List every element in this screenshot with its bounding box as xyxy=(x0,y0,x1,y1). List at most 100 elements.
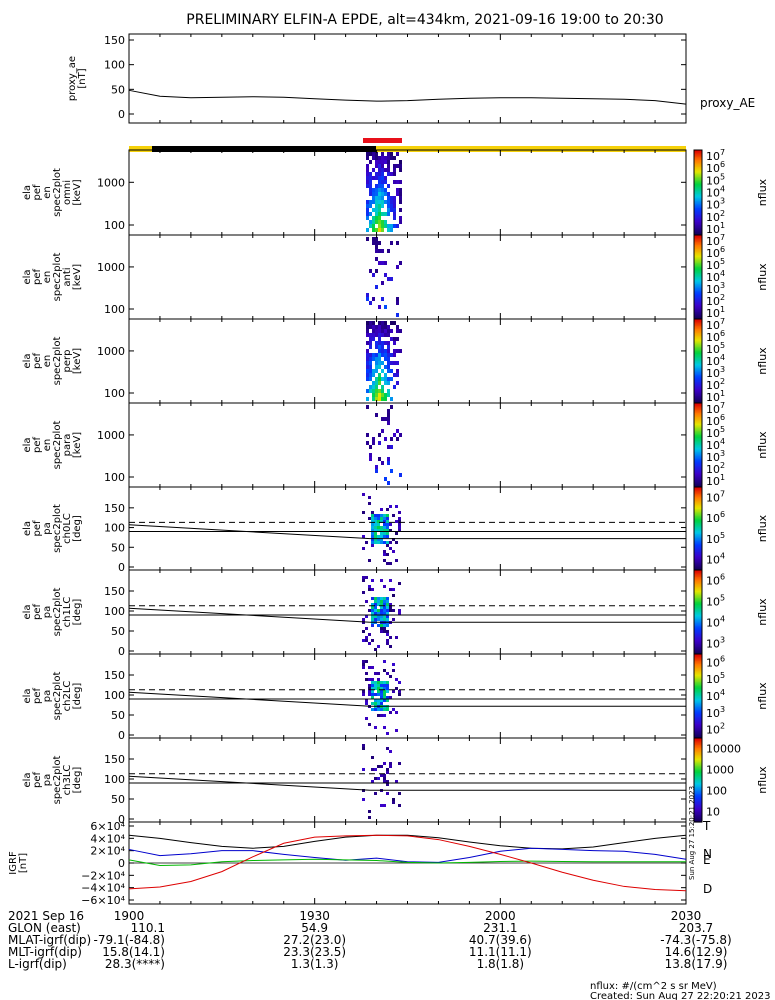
spectrogram-cell xyxy=(387,204,390,208)
spectrogram-cell xyxy=(395,687,398,690)
spectrogram-cell xyxy=(374,768,377,771)
spectrogram-cell xyxy=(384,325,387,329)
colorbar-cell xyxy=(694,696,702,698)
colorbar-cell xyxy=(694,167,702,170)
colorbar-cell xyxy=(694,819,702,822)
colorbar-cell xyxy=(694,324,702,327)
y-axis-label-line: [nT] xyxy=(77,68,88,88)
spectrogram-cell xyxy=(387,421,390,425)
spectrogram-cell xyxy=(384,417,387,421)
colorbar-cell xyxy=(694,305,702,307)
colorbar-cell xyxy=(694,489,702,492)
spectrogram-cell xyxy=(362,579,365,582)
spectrogram-cell xyxy=(389,529,392,532)
colorbar-cell xyxy=(694,610,702,613)
colorbar-cell xyxy=(694,335,702,338)
spectrogram-cell xyxy=(398,792,401,795)
spectrogram-cell xyxy=(398,804,401,807)
spectrogram-cell xyxy=(371,520,374,523)
colorbar-cell xyxy=(694,640,702,642)
spectrogram-cell xyxy=(398,609,401,612)
ephem-value: -79.1(-84.8) xyxy=(94,933,165,947)
colorbar-tick-exponent: 3 xyxy=(720,281,725,290)
colorbar-cell xyxy=(694,717,702,719)
colorbar-cell xyxy=(694,291,702,293)
spectrogram-cell xyxy=(393,196,396,200)
colorbar-tick-label: 10 xyxy=(706,806,720,819)
spectrogram-cell xyxy=(362,639,365,642)
spectrogram-cell xyxy=(386,687,389,690)
y-axis-label-line: ela xyxy=(22,353,33,368)
spectrogram-cell xyxy=(378,457,381,461)
colorbar-cell xyxy=(694,672,702,675)
spectrogram-cell xyxy=(383,606,386,609)
colorbar-cell xyxy=(694,370,702,373)
spectrogram-cell xyxy=(378,160,381,164)
y-axis-label-line: ch0LC xyxy=(62,513,73,544)
colorbar-cell xyxy=(694,525,702,528)
y-axis-label: ela pef en spec2plot omni [keV] xyxy=(22,168,83,217)
colorbar-cell xyxy=(694,521,702,524)
colorbar-cell xyxy=(694,424,702,426)
spectrogram-cell xyxy=(383,627,386,630)
spectrogram-cell xyxy=(381,385,384,389)
colorbar-cell xyxy=(694,686,702,689)
colorbar-cell xyxy=(694,327,702,330)
spectrogram-cell xyxy=(384,180,387,184)
spectrogram-cell xyxy=(378,349,381,353)
y-axis-label-line: spec2plot xyxy=(52,672,63,721)
spectrogram-cell xyxy=(371,606,374,609)
spectrogram-cell xyxy=(384,377,387,381)
colorbar-cell xyxy=(694,524,702,527)
colorbar-tick-label: 106 xyxy=(706,510,725,525)
colorbar-cell xyxy=(694,592,702,595)
spectrogram-cell xyxy=(368,666,371,669)
spectrogram-cell xyxy=(399,192,402,196)
spectrogram-cell xyxy=(399,349,402,353)
spectrogram-cell xyxy=(372,176,375,180)
spectrogram-cell xyxy=(389,636,392,639)
spectrogram-cell xyxy=(393,168,396,172)
spectrogram-cell xyxy=(371,768,374,771)
colorbar-cell xyxy=(694,498,702,501)
spectrogram-cell xyxy=(380,541,383,544)
colorbar-cell xyxy=(694,777,702,780)
spectrogram-cell xyxy=(384,321,387,325)
colorbar-cell xyxy=(694,299,702,302)
spectrogram-cell xyxy=(381,261,384,265)
spectrogram-cell xyxy=(396,337,399,341)
spectrogram-cell xyxy=(390,200,393,204)
colorbar-cell xyxy=(694,277,702,279)
spectrogram-cell xyxy=(396,361,399,365)
colorbar-cell xyxy=(694,376,702,379)
colorbar-cell xyxy=(694,633,702,635)
units-note: nflux: #/(cm^2 s sr MeV) xyxy=(590,981,717,992)
spectrogram-cell xyxy=(384,273,387,277)
zone-black xyxy=(152,146,376,152)
colorbar-cell xyxy=(694,162,702,165)
colorbar-cell xyxy=(694,267,702,270)
colorbar-cell xyxy=(694,453,702,456)
colorbar-cell xyxy=(694,738,702,740)
colorbar-cell xyxy=(694,614,702,617)
spectrogram-cell xyxy=(395,532,398,535)
colorbar: 106 105 104 103 102 nflux xyxy=(693,653,769,739)
colorbar-tick-label: 101 xyxy=(706,473,725,488)
y-tick-label: −6×10⁴ xyxy=(81,894,125,907)
spectrogram-cell xyxy=(374,708,377,711)
colorbar-tick-exponent: 6 xyxy=(720,510,725,519)
spectrogram-cell xyxy=(383,603,386,606)
spectrogram-cells xyxy=(366,321,402,401)
spectrogram-cell xyxy=(383,559,386,562)
spectrogram-cell xyxy=(375,172,378,176)
colorbar-cell xyxy=(694,754,702,757)
spectrogram-cell xyxy=(372,152,375,156)
spectrogram-cell xyxy=(398,523,401,526)
spectrogram-cell xyxy=(383,529,386,532)
spectrogram-cell xyxy=(375,200,378,204)
panel-omni: 1000 100 ela pef en spec2plot omni [keV] xyxy=(22,149,687,236)
colorbar-cell xyxy=(694,753,702,756)
spectrogram-cell xyxy=(368,496,371,499)
spectrogram-cell xyxy=(383,523,386,526)
